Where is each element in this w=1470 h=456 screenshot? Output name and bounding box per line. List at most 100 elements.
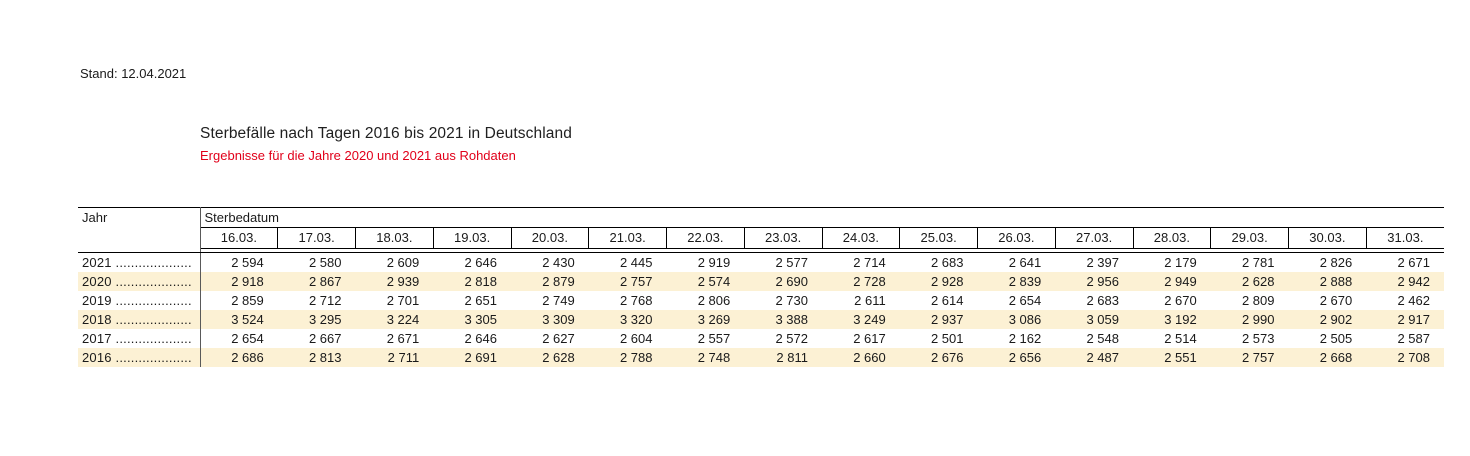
page-title: Sterbefälle nach Tagen 2016 bis 2021 in … [200,125,572,142]
table-cell: 2 654 [231,331,264,346]
table-row: 2020 .................... 2 918 2 867 2 939… [78,272,1444,291]
header-body-separator [78,248,1444,253]
stand-date: Stand: 12.04.2021 [80,66,187,81]
table-cell: 2 627 [542,331,575,346]
table-cell: 2 462 [1397,293,1430,308]
page-subtitle: Ergebnisse für die Jahre 2020 und 2021 a… [200,148,516,163]
table-cell: 3 305 [433,310,511,329]
table-cell: 2 939 [355,272,434,291]
column-header: 24.03. [822,227,901,249]
column-header: 30.03. [1288,227,1367,249]
table-cell: 2 557 [697,331,731,346]
table-cell: 2 445 [619,255,653,270]
column-header: 29.03. [1210,227,1289,249]
table-cell: 2 646 [464,331,497,346]
table-cell: 2 691 [433,348,511,367]
column-header: 16.03. [200,227,279,249]
title-block: Sterbefälle nach Tagen 2016 bis 2021 in … [200,125,572,163]
table-cell: 2 656 [977,348,1056,367]
table-cell: 2 668 [1288,348,1367,367]
column-header: 28.03. [1133,227,1212,249]
table-cell: 2 701 [386,293,420,308]
table-cell: 2 813 [277,348,356,367]
table-cell: 2 781 [1241,255,1275,270]
row-label: 2019 .................... [78,291,201,310]
table-cell: 2 654 [1008,293,1042,308]
table-row: 2017 .................... 2 654 2 667 2 671… [78,329,1444,348]
table-cell: 2 749 [542,293,575,308]
table-cell: 2 609 [386,255,420,270]
table-cell: 2 757 [588,272,667,291]
table-cell: 3 295 [277,310,356,329]
table-cell: 3 192 [1133,310,1211,329]
table-cell: 2 956 [1055,272,1133,291]
table-row: 2018 .................... 3 524 3 295 3 224… [78,310,1444,329]
column-header: 22.03. [666,227,745,249]
table-cell: 2 788 [588,348,667,367]
table-cell: 3 388 [744,310,822,329]
table-cell: 2 671 [1397,255,1430,270]
sterbefaelle-table: Jahr Sterbedatum 16.03. 17.03. 18.03. 19.03… [78,207,1444,367]
column-header: 31.03. [1366,227,1444,249]
column-header: 25.03. [899,227,978,249]
table-cell: 2 617 [853,331,886,346]
table-cell: 3 320 [588,310,667,329]
column-header: 20.03. [511,227,590,249]
table-cell: 3 309 [511,310,589,329]
data-table-wrap: Jahr Sterbedatum 16.03. 17.03. 18.03. 19.03… [78,207,1444,367]
table-cell: 2 628 [1210,272,1289,291]
table-row: 2019 .................... 2 859 2 712 2 701… [78,291,1444,310]
table-cell: 2 660 [822,348,900,367]
table-cell: 2 902 [1288,310,1367,329]
table-cell: 2 628 [511,348,589,367]
row-label: 2016 .................... [78,348,201,367]
row-label: 2018 .................... [78,310,201,329]
table-cell: 2 728 [822,272,900,291]
table-row: 2016 .................... 2 686 2 813 2 711… [78,348,1444,367]
table-cell: 2 888 [1288,272,1367,291]
table-cell: 2 918 [200,272,278,291]
table-cell: 2 839 [977,272,1056,291]
column-header: 19.03. [433,227,512,249]
table-cell: 2 811 [744,348,822,367]
column-header: 17.03. [277,227,356,249]
table-cell: 2 667 [308,331,342,346]
table-cell: 2 686 [200,348,278,367]
table-cell: 2 604 [619,331,653,346]
column-header: 23.03. [744,227,823,249]
table-cell: 3 524 [200,310,278,329]
table-cell: 3 249 [822,310,900,329]
table-cell: 2 594 [231,255,264,270]
table-cell: 2 505 [1319,331,1353,346]
table-cell: 2 670 [1164,293,1197,308]
table-cell: 2 928 [899,272,978,291]
table-cell: 2 577 [775,255,808,270]
table-cell: 2 614 [930,293,964,308]
table-cell: 2 514 [1164,331,1197,346]
table-cell: 2 670 [1319,293,1353,308]
table-cell: 2 859 [231,293,264,308]
table-cell: 2 818 [433,272,511,291]
table-cell: 2 917 [1366,310,1444,329]
table-cell: 2 748 [666,348,745,367]
table-cell: 2 671 [386,331,420,346]
table-cell: 2 580 [308,255,342,270]
table-cell: 2 809 [1241,293,1275,308]
table-cell: 2 826 [1319,255,1353,270]
column-header: 18.03. [355,227,434,249]
date-header-row: 16.03. 17.03. 18.03. 19.03. 20.03. 21.03. 22.0… [78,227,1444,249]
column-header: 27.03. [1055,227,1134,249]
table-cell: 2 397 [1086,255,1119,270]
table-head: Jahr Sterbedatum 16.03. 17.03. 18.03. 19.03… [78,207,1444,253]
table-cell: 2 683 [1086,293,1119,308]
table-cell: 3 269 [666,310,745,329]
table-cell: 2 501 [930,331,964,346]
row-label: 2020 .................... [78,272,201,291]
table-cell: 2 942 [1366,272,1444,291]
table-cell: 2 714 [853,255,886,270]
table-cell: 2 712 [308,293,342,308]
row-label: 2017 .................... [78,329,201,348]
table-cell: 2 949 [1133,272,1211,291]
table-cell: 2 708 [1366,348,1444,367]
table-cell: 2 867 [277,272,356,291]
